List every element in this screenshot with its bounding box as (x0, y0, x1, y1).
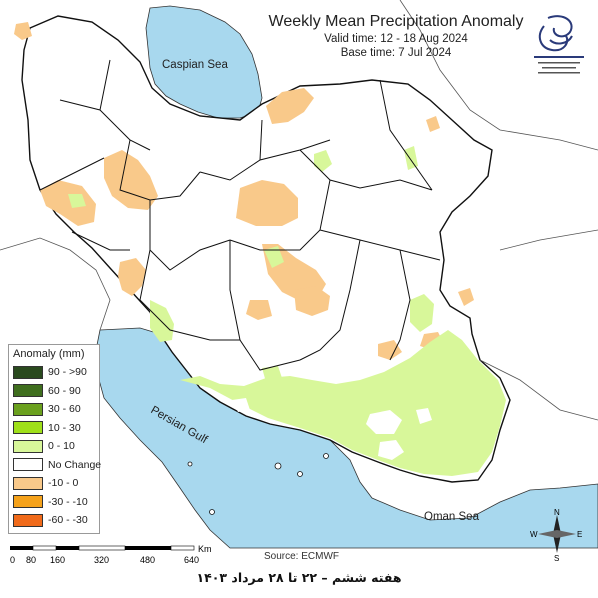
scale-tick: 320 (94, 555, 109, 565)
legend-item: -30 - -10 (13, 493, 95, 512)
legend-swatch (13, 439, 43, 453)
legend-item: -10 - 0 (13, 474, 95, 493)
legend-item: 60 - 90 (13, 382, 95, 401)
scale-tick: 160 (50, 555, 65, 565)
legend-swatch (13, 458, 43, 472)
oman-sea-label: Oman Sea (424, 511, 480, 523)
caspian-sea-label: Caspian Sea (162, 59, 228, 71)
scale-tick: 80 (26, 555, 36, 565)
neighbour-outline (0, 0, 598, 421)
no-change-holes (232, 398, 432, 460)
legend-item: 30 - 60 (13, 400, 95, 419)
compass-e: E (577, 530, 582, 539)
legend-item: 0 - 10 (13, 437, 95, 456)
islands (187, 453, 329, 515)
compass-rose-icon: N S E W (530, 508, 582, 561)
legend-swatch (13, 513, 43, 527)
base-time: Base time: 7 Jul 2024 (340, 47, 452, 59)
legend-title: Anomaly (mm) (13, 348, 85, 360)
scale-tick: 0 (10, 555, 15, 565)
legend-swatch (13, 365, 43, 379)
legend-item: 90 - >90 (13, 363, 95, 382)
caspian-sea (145, 5, 263, 119)
legend-swatch (13, 402, 43, 416)
legend: Anomaly (mm) 90 - >90 60 - 90 30 - 60 10… (8, 344, 101, 534)
organization-logo (534, 15, 584, 74)
legend-item: No Change (13, 456, 101, 475)
positive-anomaly-patches (68, 146, 506, 476)
legend-swatch (13, 476, 43, 490)
province-borders (39, 59, 441, 371)
scale-unit: Km (198, 544, 212, 554)
source-label: Source: ECMWF (264, 551, 340, 562)
scale-tick: 640 (184, 555, 199, 565)
legend-item: 10 - 30 (13, 419, 95, 438)
compass-n: N (554, 508, 560, 517)
compass-w: W (530, 530, 538, 539)
valid-time: Valid time: 12 - 18 Aug 2024 (324, 33, 468, 45)
scale-tick: 480 (140, 555, 155, 565)
footer-caption: هفته ششم – ۲۲ تا ۲۸ مرداد ۱۴۰۳ (196, 570, 402, 585)
scale-bar: 0 80 160 320 480 640 Km (10, 544, 212, 565)
map-title: Weekly Mean Precipitation Anomaly (268, 13, 524, 30)
legend-swatch (13, 421, 43, 435)
title-block: Weekly Mean Precipitation Anomaly Valid … (250, 12, 542, 60)
legend-swatch (13, 384, 43, 398)
legend-swatch (13, 495, 43, 509)
legend-item: -60 - -30 (13, 511, 95, 530)
compass-s: S (554, 554, 559, 561)
